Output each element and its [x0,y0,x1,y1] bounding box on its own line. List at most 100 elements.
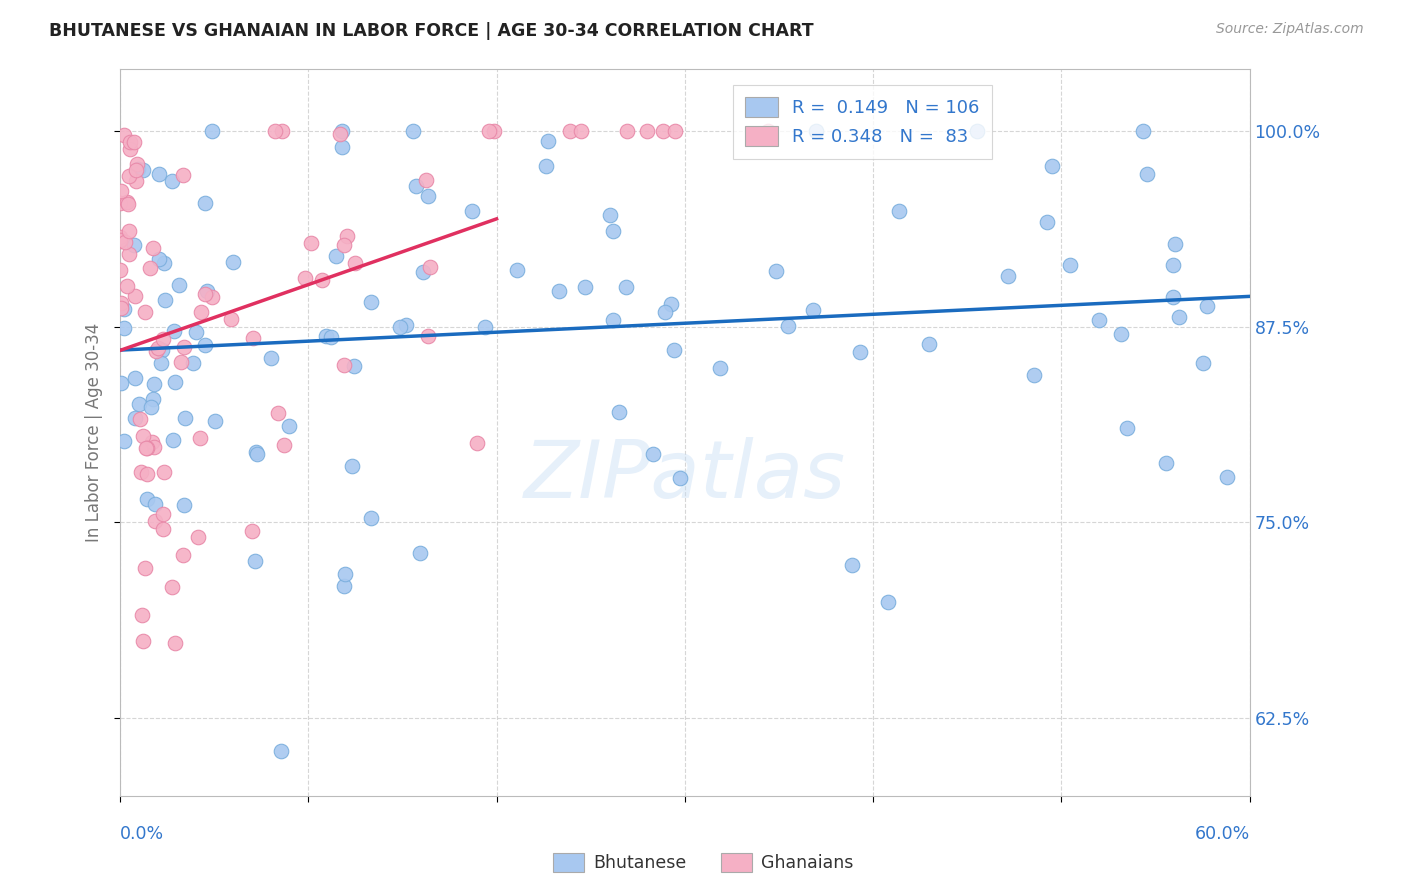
Point [131,608,153,623]
Legend: R =  0.149   N = 106, R = 0.348   N =  83: R = 0.149 N = 106, R = 0.348 N = 83 [733,85,993,159]
Point [342,458,364,473]
Point [112,434,135,449]
Point [110,185,132,199]
Point [1024,368,1046,382]
Point [245,444,267,458]
Point [765,264,787,278]
Point [242,331,264,345]
Point [129,465,152,479]
Point [574,279,596,293]
Point [602,224,624,238]
Point [325,249,347,263]
Point [163,324,186,338]
Point [172,168,194,182]
Point [112,128,135,142]
Point [389,320,412,334]
Point [1161,290,1184,304]
Point [405,178,427,193]
Point [190,305,212,319]
Text: ZIPatlas: ZIPatlas [524,437,846,515]
Point [664,343,686,357]
Point [299,236,322,251]
Point [181,356,204,370]
Point [167,277,190,292]
Point [173,340,195,354]
Point [360,511,382,525]
Point [108,233,131,247]
Point [330,124,353,138]
Point [108,195,131,210]
Point [127,161,149,176]
Point [1192,356,1215,370]
Point [329,127,352,141]
Point [319,330,342,344]
Point [558,124,581,138]
Point [122,238,145,252]
Y-axis label: In Labor Force | Age 30-34: In Labor Force | Age 30-34 [86,323,103,541]
Point [141,435,163,450]
Point [142,241,165,255]
Point [135,441,157,455]
Point [419,260,441,274]
Point [1154,456,1177,470]
Point [194,338,217,352]
Point [294,271,316,285]
Point [1109,327,1132,342]
Point [654,305,676,319]
Point [132,429,155,443]
Point [201,124,224,138]
Point [219,312,242,326]
Point [889,204,911,219]
Point [335,567,357,582]
Point [195,285,218,299]
Point [270,744,292,758]
Point [616,124,638,138]
Point [614,280,637,294]
Point [966,124,988,138]
Point [110,296,132,310]
Point [1161,258,1184,272]
Point [461,204,484,219]
Point [127,157,149,171]
Point [128,397,150,411]
Point [418,189,440,203]
Point [264,124,287,138]
Point [474,320,496,334]
Point [118,142,141,156]
Point [778,318,800,333]
Point [315,329,337,343]
Point [602,312,624,326]
Point [132,163,155,178]
Point [173,498,195,512]
Point [877,595,900,609]
Point [112,321,135,335]
Point [278,419,301,434]
Point [134,305,156,319]
Point [222,254,245,268]
Point [478,124,501,138]
Point [125,174,148,188]
Point [917,337,939,351]
Point [134,561,156,575]
Point [1059,258,1081,272]
Point [117,224,139,238]
Point [1132,124,1154,138]
Point [273,437,295,451]
Point [537,134,560,148]
Point [114,302,136,317]
Point [415,173,437,187]
Point [482,124,505,138]
Point [124,371,146,385]
Point [1088,313,1111,327]
Point [1040,159,1063,173]
Point [136,492,159,507]
Point [659,296,682,310]
Point [333,238,356,252]
Point [271,124,294,138]
Point [849,344,872,359]
Point [138,260,160,275]
Point [360,295,382,310]
Point [152,333,174,347]
Point [607,405,630,419]
Point [153,293,176,307]
